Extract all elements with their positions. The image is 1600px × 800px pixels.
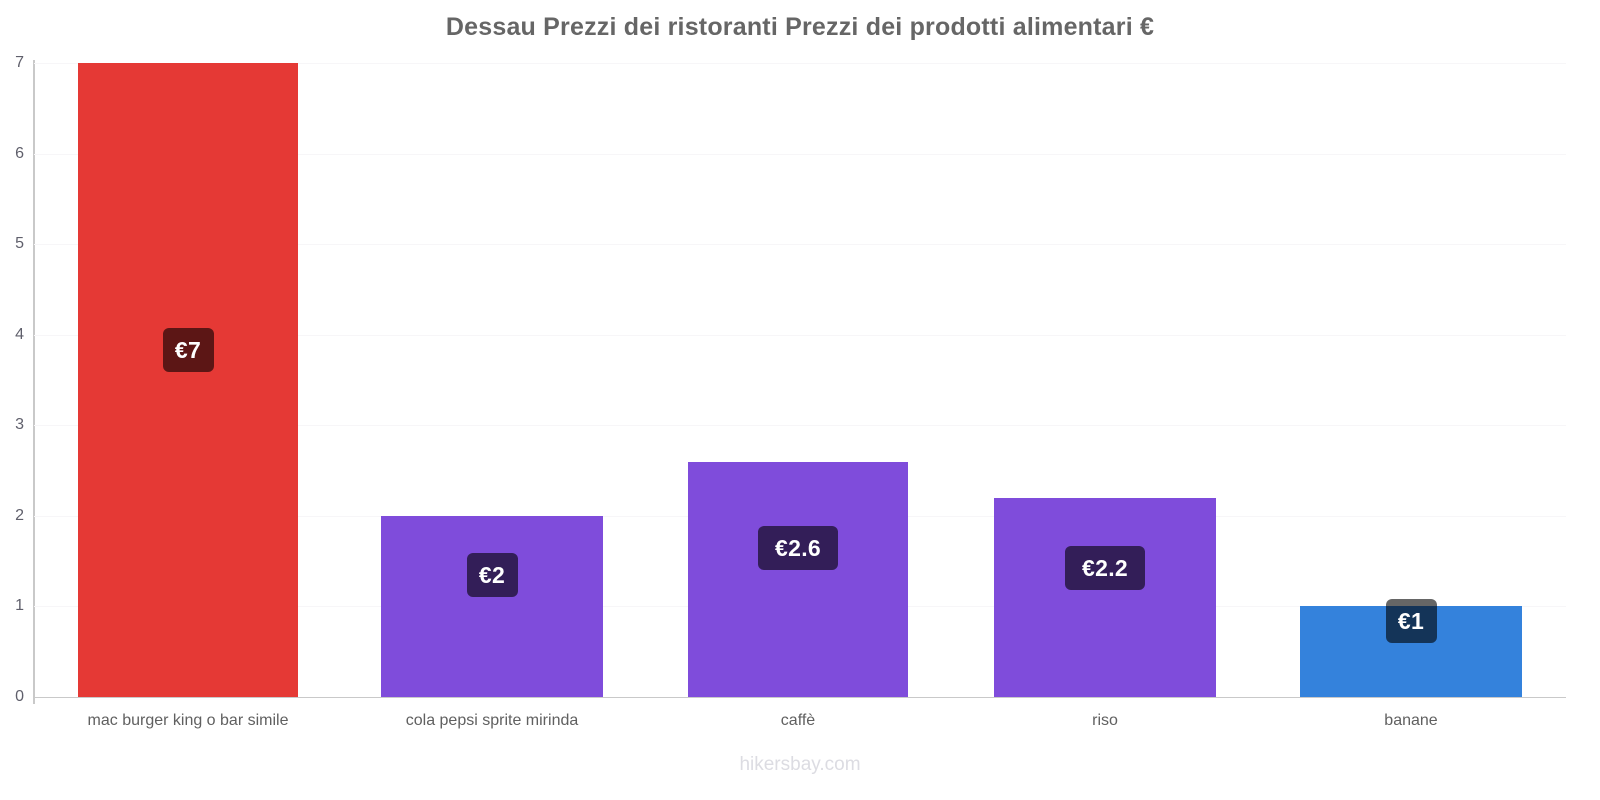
- bar[interactable]: [78, 63, 298, 697]
- bar[interactable]: [688, 461, 908, 697]
- y-tick-label: 7: [15, 54, 24, 71]
- bar-value-label: €2: [466, 553, 518, 597]
- bar-value-label: €7: [162, 328, 214, 372]
- bar[interactable]: [381, 515, 603, 697]
- gridline: [34, 153, 1566, 155]
- y-tick-label: 3: [15, 416, 24, 434]
- x-tick-label: riso: [1092, 712, 1118, 729]
- gridline: [34, 697, 1566, 698]
- y-tick-label: 5: [15, 235, 24, 253]
- x-tick-label: banane: [1384, 712, 1438, 729]
- bar-value-label: €2.6: [758, 526, 838, 570]
- x-tick-label: cola pepsi sprite mirinda: [405, 712, 579, 729]
- y-tick-label: 4: [15, 325, 24, 343]
- gridline: [34, 244, 1566, 246]
- watermark: hikersbay.com: [739, 754, 861, 775]
- gridline: [34, 63, 1566, 64]
- chart-title: Dessau Prezzi dei ristoranti Prezzi dei …: [445, 13, 1155, 41]
- x-tick-label: mac burger king o bar simile: [87, 712, 289, 729]
- gridline: [34, 334, 1566, 336]
- bar-value-label: €1: [1385, 599, 1437, 643]
- bar-value-label: €2.2: [1065, 546, 1145, 590]
- y-tick-label: 1: [15, 597, 24, 615]
- y-tick-label: 0: [15, 688, 24, 705]
- gridline: [34, 425, 1566, 427]
- plot-area: €7 €2 €2.6 €2.2 €1: [34, 63, 1566, 698]
- bar[interactable]: [994, 497, 1216, 697]
- y-axis-line: [33, 60, 35, 704]
- y-tick-label: 2: [15, 506, 24, 524]
- x-tick-label: caffè: [780, 712, 816, 729]
- y-tick-label: 6: [15, 144, 24, 162]
